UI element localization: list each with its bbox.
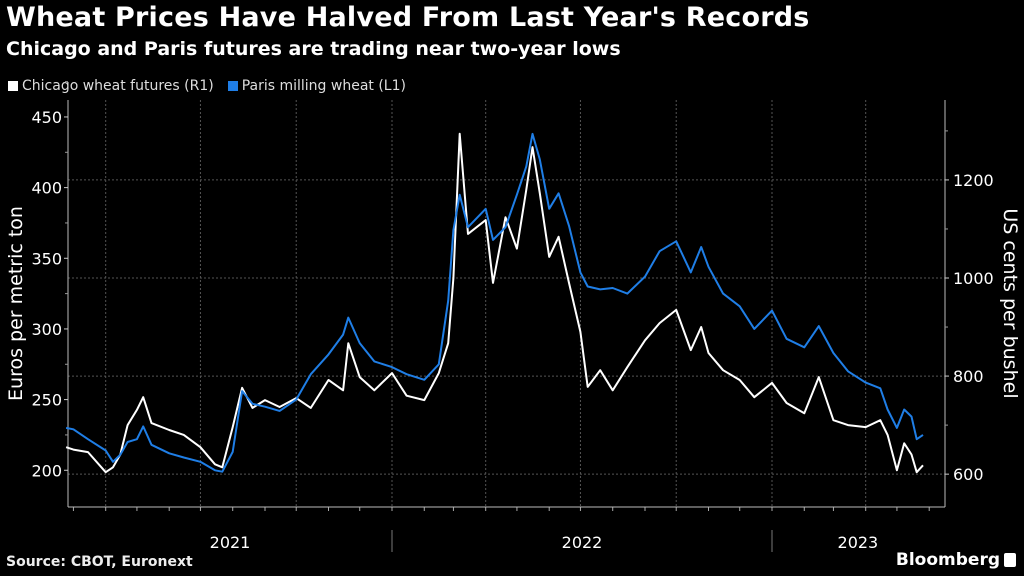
x-year-label: 2021 xyxy=(210,533,251,552)
x-year-label: 2023 xyxy=(838,533,879,552)
source-note: Source: CBOT, Euronext xyxy=(6,554,193,570)
y-axis-label-right: US cents per bushel xyxy=(999,208,1021,398)
series-line-paris xyxy=(65,132,924,473)
y-tick-label-left: 200 xyxy=(31,461,62,480)
brand-name: Bloomberg xyxy=(895,550,1000,570)
legend: Chicago wheat futures (R1) Paris milling… xyxy=(8,78,406,94)
y-tick-label-left: 400 xyxy=(31,179,62,198)
y-tick-label-left: 300 xyxy=(31,320,62,339)
bloomberg-terminal-icon xyxy=(1004,553,1016,567)
y-tick-label-left: 250 xyxy=(31,391,62,410)
y-tick-label-right: 1200 xyxy=(953,171,994,190)
legend-item-chicago: Chicago wheat futures (R1) xyxy=(8,78,214,94)
y-axis-label-left: Euros per metric ton xyxy=(5,206,27,401)
chart-title: Wheat Prices Have Halved From Last Year'… xyxy=(6,2,810,33)
y-tick-label-left: 350 xyxy=(31,249,62,268)
y-tick-label-right: 600 xyxy=(953,465,984,484)
x-year-label: 2022 xyxy=(562,533,603,552)
chart-subtitle: Chicago and Paris futures are trading ne… xyxy=(6,38,621,60)
legend-label-chicago: Chicago wheat futures (R1) xyxy=(22,78,214,94)
y-tick-label-left: 450 xyxy=(31,108,62,127)
y-tick-label-right: 1000 xyxy=(953,269,994,288)
bloomberg-logo: Bloomberg xyxy=(896,550,1016,570)
legend-label-paris: Paris milling wheat (L1) xyxy=(241,78,406,94)
legend-swatch-paris xyxy=(227,81,238,91)
series-line-chicago xyxy=(65,132,924,474)
legend-item-paris: Paris milling wheat (L1) xyxy=(227,78,406,94)
y-tick-label-right: 800 xyxy=(953,367,984,386)
legend-swatch-chicago xyxy=(8,81,18,91)
